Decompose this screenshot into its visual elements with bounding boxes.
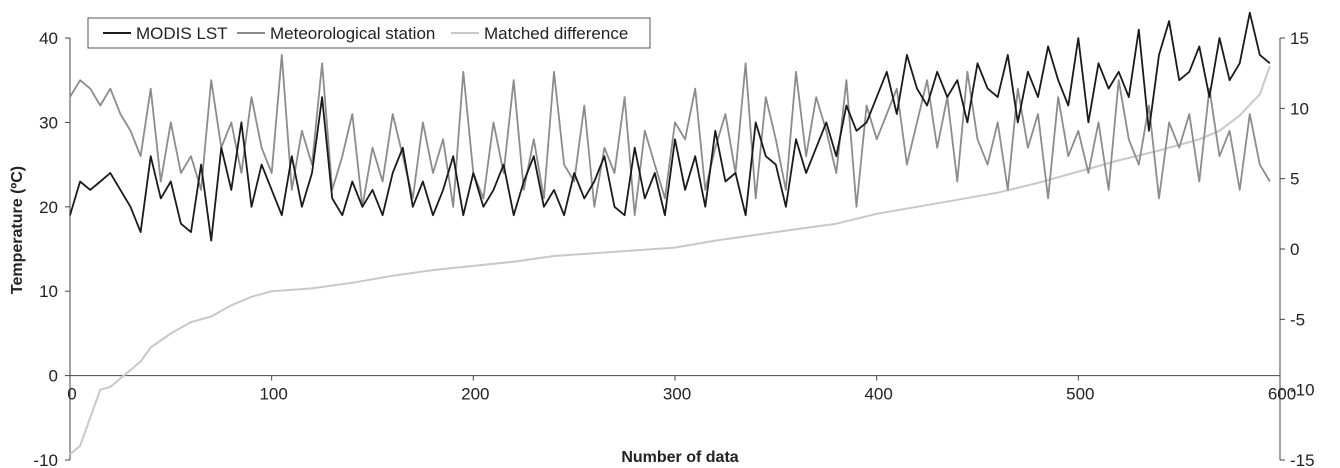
y-right-tick-label: -15 bbox=[1290, 451, 1315, 468]
y-left-tick-label: -10 bbox=[33, 451, 58, 468]
x-tick-label: 300 bbox=[663, 385, 691, 404]
y-axis-title: Temperature (ºC) bbox=[9, 166, 26, 294]
series-layer bbox=[69, 11, 1271, 456]
y-right-tick-label: 15 bbox=[1290, 29, 1309, 48]
legend-label-matched-difference: Matched difference bbox=[484, 24, 628, 43]
x-axis-title: Number of data bbox=[621, 449, 738, 466]
x-tick-label: 500 bbox=[1066, 385, 1094, 404]
y-right-tick-label: -10 bbox=[1290, 381, 1315, 400]
x-tick-label: 600 bbox=[1268, 385, 1296, 404]
x-tick-label: 0 bbox=[67, 385, 76, 404]
y-left-tick-label: 30 bbox=[39, 113, 58, 132]
series-line-meteorological-station bbox=[69, 54, 1271, 217]
y-left-tick-label: 10 bbox=[39, 282, 58, 301]
y-right-tick-label: 0 bbox=[1290, 240, 1299, 259]
y-right-tick-label: -5 bbox=[1290, 310, 1305, 329]
legend-label-modis-lst: MODIS LST bbox=[136, 24, 228, 43]
legend-label-meteorological-station: Meteorological station bbox=[270, 24, 435, 43]
y-left-tick-label: 40 bbox=[39, 29, 58, 48]
y-left-tick-label: 20 bbox=[39, 198, 58, 217]
y-right-tick-label: 5 bbox=[1290, 170, 1299, 189]
axes: 0 100 200 300 400 500 600-10010203040-15-10-50… bbox=[33, 29, 1314, 468]
x-tick-label: 200 bbox=[461, 385, 489, 404]
x-tick-label: 100 bbox=[259, 385, 287, 404]
y-right-tick-label: 10 bbox=[1290, 99, 1309, 118]
series-line-matched-difference bbox=[69, 65, 1271, 456]
y-left-tick-label: 0 bbox=[49, 367, 58, 386]
series-line-modis-lst bbox=[69, 11, 1271, 242]
legend: MODIS LST Meteorological station Matched… bbox=[87, 17, 651, 49]
legend-box bbox=[87, 17, 651, 49]
x-tick-label: 400 bbox=[864, 385, 892, 404]
